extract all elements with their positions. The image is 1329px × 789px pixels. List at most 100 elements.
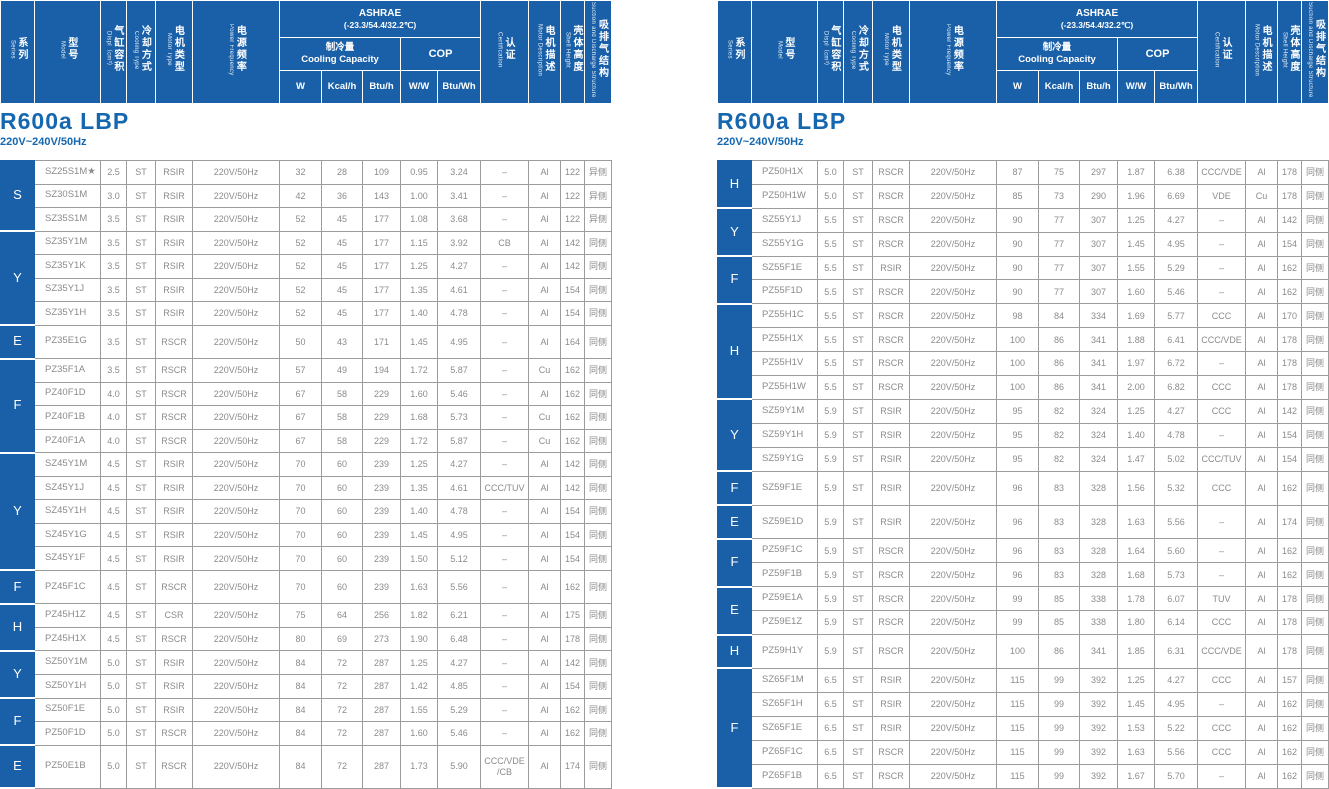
power-frequency: 220V/50Hz	[909, 763, 997, 789]
power-frequency-label-en: Power Frequency	[944, 24, 951, 76]
displacement: 3.5	[100, 358, 127, 383]
suction-structure: 同侧	[584, 277, 612, 303]
capacity-w: 67	[279, 428, 322, 454]
capacity-btu: 177	[362, 207, 401, 232]
cop-btuwh: 5.46	[437, 721, 481, 746]
power-frequency: 220V/50Hz	[192, 160, 280, 185]
motor-description: Al	[1245, 504, 1278, 540]
capacity-btu: 328	[1079, 562, 1118, 588]
cop-ww: 1.82	[400, 603, 438, 628]
model: PZ55H1C	[751, 303, 818, 329]
cop-ww: 1.25	[1117, 667, 1155, 693]
capacity-kcal: 73	[1038, 183, 1080, 209]
series-group-label: S	[0, 160, 35, 233]
cop-ww: 1.60	[400, 381, 438, 407]
certification: –	[1197, 351, 1246, 377]
col-header-cooling-capacity: 制冷量 Cooling Capacity	[996, 37, 1118, 71]
certification: CCC/VDE	[1197, 327, 1246, 353]
cooling-type: ST	[126, 277, 156, 303]
power-frequency: 220V/50Hz	[909, 562, 997, 588]
certification: –	[480, 452, 529, 477]
power-frequency: 220V/50Hz	[909, 207, 997, 233]
shell-height: 154	[1277, 422, 1302, 448]
capacity-kcal: 82	[1038, 398, 1080, 424]
displacement: 4.0	[100, 428, 127, 454]
series-group-label: F	[0, 569, 35, 605]
suction-structure: 同侧	[1301, 351, 1329, 377]
cooling-type: ST	[126, 650, 156, 675]
motor-type: RSCR	[155, 569, 193, 605]
certification-label-en: Certification	[496, 32, 503, 68]
suction-structure: 同侧	[1301, 470, 1329, 506]
table-row: Y SZ35Y1M 3.5 ST RSIR 220V/50Hz 52 45 177 1.15 3.9…	[0, 230, 612, 327]
model: SZ50Y1M	[34, 650, 101, 675]
shell-height: 154	[560, 546, 585, 571]
cooling-type: ST	[843, 231, 873, 257]
power-frequency: 220V/50Hz	[192, 277, 280, 303]
cooling-type: ST	[843, 610, 873, 636]
displacement: 4.5	[100, 475, 127, 501]
model-label-zh: 型号	[782, 37, 794, 62]
spec-body: H PZ50H1X 5.0 ST RSCR 220V/50Hz 87 75 297 1.87 6.3…	[717, 160, 1329, 789]
motor-type: RSIR	[872, 398, 910, 424]
capacity-w: 100	[996, 634, 1039, 669]
motor-type: RSCR	[872, 207, 910, 233]
motor-description: Al	[1245, 351, 1278, 377]
cop-btuwh: 5.87	[437, 358, 481, 383]
capacity-w: 115	[996, 691, 1039, 717]
certification-label-zh: 认证	[1219, 37, 1231, 62]
spec-data-table: S SZ25S1M★ 2.5 ST RSIR 220V/50Hz 32 28 109 0.95 3.…	[0, 160, 612, 789]
capacity-btu: 239	[362, 569, 401, 605]
certification: –	[480, 160, 529, 185]
cop-btuwh: 4.78	[437, 301, 481, 326]
cop-ww: 1.63	[1117, 504, 1155, 540]
cop-btuwh: 6.41	[1154, 327, 1198, 353]
col-header-motor-type: 电机类型 Motor Type	[155, 0, 193, 104]
power-frequency: 220V/50Hz	[192, 230, 280, 256]
certification: CCC/TUV	[480, 475, 529, 501]
model: SZ35S1M	[34, 207, 101, 232]
series-label-zh: 系列	[15, 37, 27, 62]
cooling-type: ST	[843, 634, 873, 669]
model: SZ35Y1M	[34, 230, 101, 256]
model: PZ35E1G	[34, 324, 101, 360]
suction-structure: 同侧	[584, 358, 612, 383]
displacement: 5.5	[817, 303, 844, 329]
motor-description: Al	[1245, 610, 1278, 636]
motor-type: RSCR	[872, 562, 910, 588]
cop-ww: 1.45	[400, 522, 438, 548]
motor-description: Cu	[528, 405, 561, 430]
certification: CCC/VDE	[1197, 160, 1246, 185]
capacity-btu: 392	[1079, 763, 1118, 789]
cooling-type: ST	[843, 739, 873, 765]
model: PZ40F1B	[34, 405, 101, 430]
col-header-model: 型号 Model	[34, 0, 101, 104]
motor-type: RSIR	[155, 301, 193, 326]
col-header-motor-type: 电机类型 Motor Type	[872, 0, 910, 104]
capacity-w: 67	[279, 381, 322, 407]
certification: –	[480, 183, 529, 209]
capacity-btu: 328	[1079, 470, 1118, 506]
certification: –	[1197, 231, 1246, 257]
capacity-w: 100	[996, 375, 1039, 400]
cooling-type-label-en: Cooling Type	[132, 30, 139, 70]
motor-type-label-zh: 电机类型	[889, 25, 901, 74]
cop-btuwh: 4.27	[437, 650, 481, 675]
certification: –	[480, 277, 529, 303]
table-row: F SZ65F1M 6.5 ST RSIR 220V/50Hz 115 99 392 1.25 4.…	[717, 667, 1329, 789]
suction-structure: 同侧	[1301, 586, 1329, 612]
capacity-kcal: 60	[321, 475, 363, 501]
motor-description: Al	[1245, 586, 1278, 612]
cop-btuwh: 6.21	[437, 603, 481, 628]
cooling-type: ST	[126, 626, 156, 652]
capacity-kcal: 58	[321, 381, 363, 407]
displacement: 5.5	[817, 375, 844, 400]
cop-btuwh: 4.95	[437, 522, 481, 548]
certification: VDE	[1197, 183, 1246, 209]
capacity-btu: 307	[1079, 207, 1118, 233]
cooling-type: ST	[126, 697, 156, 723]
suction-structure: 同侧	[1301, 207, 1329, 233]
cop-btuwh: 4.85	[437, 673, 481, 699]
cooling-type: ST	[126, 207, 156, 232]
cooling-type: ST	[843, 667, 873, 693]
